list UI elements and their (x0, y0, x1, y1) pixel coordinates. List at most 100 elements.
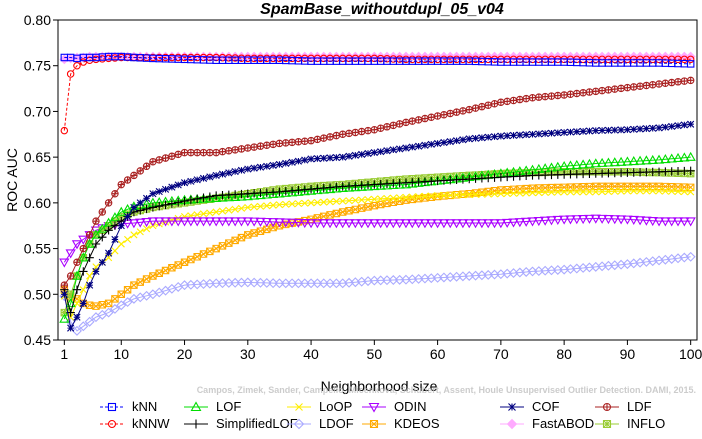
legend-item-knn: kNN (100, 399, 157, 414)
data-point-ldf (218, 147, 227, 156)
data-point-simplifiedlof (142, 204, 151, 214)
data-point-simplifiedlof (85, 253, 94, 262)
data-point-odin (426, 219, 437, 229)
legend-marker-knn (107, 402, 117, 412)
data-point-cof (307, 155, 315, 163)
data-point-odin (577, 215, 589, 225)
data-point-cof (516, 131, 524, 139)
data-point-lof (78, 252, 89, 262)
data-point-cof (288, 158, 296, 166)
data-point-cof (332, 153, 340, 162)
data-point-odin (584, 214, 595, 224)
data-point-loop (478, 190, 486, 198)
data-point-ldf (440, 111, 448, 119)
data-point-knnw (73, 61, 81, 70)
data-point-ldf (142, 162, 151, 170)
data-point-ldf (225, 147, 233, 155)
data-point-ldf (275, 139, 284, 148)
data-point-cof (554, 129, 562, 137)
data-point-lof (217, 192, 228, 202)
data-point-ldf (187, 148, 195, 157)
data-point-loop (79, 286, 87, 294)
data-point-ldof (109, 303, 120, 314)
data-point-lof (388, 179, 399, 190)
data-point-loop (389, 194, 397, 202)
data-point-cof (180, 179, 189, 187)
data-point-lof (685, 151, 696, 161)
x-tick-label: 10 (113, 346, 129, 362)
data-point-kdeos (237, 233, 246, 242)
data-point-cof (326, 154, 334, 162)
data-point-loop (509, 189, 518, 197)
data-point-ldf (168, 152, 176, 160)
data-point-lof (331, 183, 342, 193)
data-point-ldf (560, 91, 568, 99)
data-point-odin (160, 217, 171, 227)
data-point-cof (301, 156, 309, 164)
data-point-ldf (433, 112, 442, 120)
data-point-lof (660, 154, 671, 164)
data-point-cof (649, 124, 657, 132)
data-point-loop (668, 187, 676, 195)
data-point-odin (603, 215, 614, 225)
data-point-ldf (244, 144, 252, 152)
data-point-ldf (674, 78, 682, 86)
data-point-lof (90, 229, 102, 239)
data-point-ldof (242, 277, 253, 288)
data-point-knnw (66, 70, 75, 78)
data-point-loop (554, 188, 562, 196)
y-tick-label: 0.75 (24, 58, 51, 74)
data-point-odin (356, 219, 367, 229)
data-point-cof (313, 155, 321, 163)
legend-marker-kdeos (369, 419, 379, 429)
data-point-cof (452, 137, 461, 145)
data-point-loop (497, 190, 505, 198)
data-point-odin (527, 217, 538, 227)
data-point-lof (672, 152, 684, 162)
data-point-ldof (84, 316, 95, 327)
data-point-ldf (629, 83, 638, 91)
data-point-loop (547, 188, 556, 196)
data-point-cof (434, 139, 442, 148)
data-point-odin (647, 217, 658, 227)
data-point-simplifiedlof (167, 199, 177, 208)
data-point-simplifiedlof (136, 206, 145, 215)
data-point-odin (242, 217, 253, 227)
data-point-odin (400, 219, 412, 229)
data-point-cof (389, 146, 397, 154)
data-point-ldf (351, 128, 360, 137)
data-point-lof (305, 185, 317, 195)
data-point-odin (470, 219, 481, 229)
data-point-cof (471, 134, 480, 142)
legend-label-inflo: INFLO (627, 416, 665, 431)
data-point-loop (313, 198, 321, 207)
data-point-ldf (345, 129, 353, 138)
data-point-odin (255, 217, 266, 227)
data-point-ldf (111, 190, 119, 198)
data-point-cof (263, 162, 271, 170)
data-point-ldf (389, 121, 398, 129)
y-tick-label: 0.70 (24, 103, 51, 119)
data-point-lof (577, 159, 589, 169)
data-point-ldf (497, 98, 505, 106)
data-point-loop (579, 188, 587, 196)
data-point-kdeos (187, 255, 195, 264)
data-point-odin (343, 219, 355, 229)
data-point-loop (294, 200, 303, 208)
data-point-lof (584, 158, 595, 168)
data-point-loop (415, 193, 423, 201)
data-point-ldf (338, 130, 347, 138)
data-point-inflo (66, 290, 75, 299)
data-point-cof (237, 166, 246, 174)
data-point-cof (503, 132, 511, 140)
data-point-loop (655, 187, 663, 195)
data-point-lof (571, 159, 582, 169)
data-point-lof (255, 190, 266, 200)
data-point-kdeos (180, 258, 189, 267)
data-point-loop (661, 187, 669, 195)
data-point-cof (440, 138, 448, 147)
data-point-lof (622, 156, 633, 166)
data-point-kdeos (288, 219, 296, 227)
data-point-cof (604, 126, 613, 134)
